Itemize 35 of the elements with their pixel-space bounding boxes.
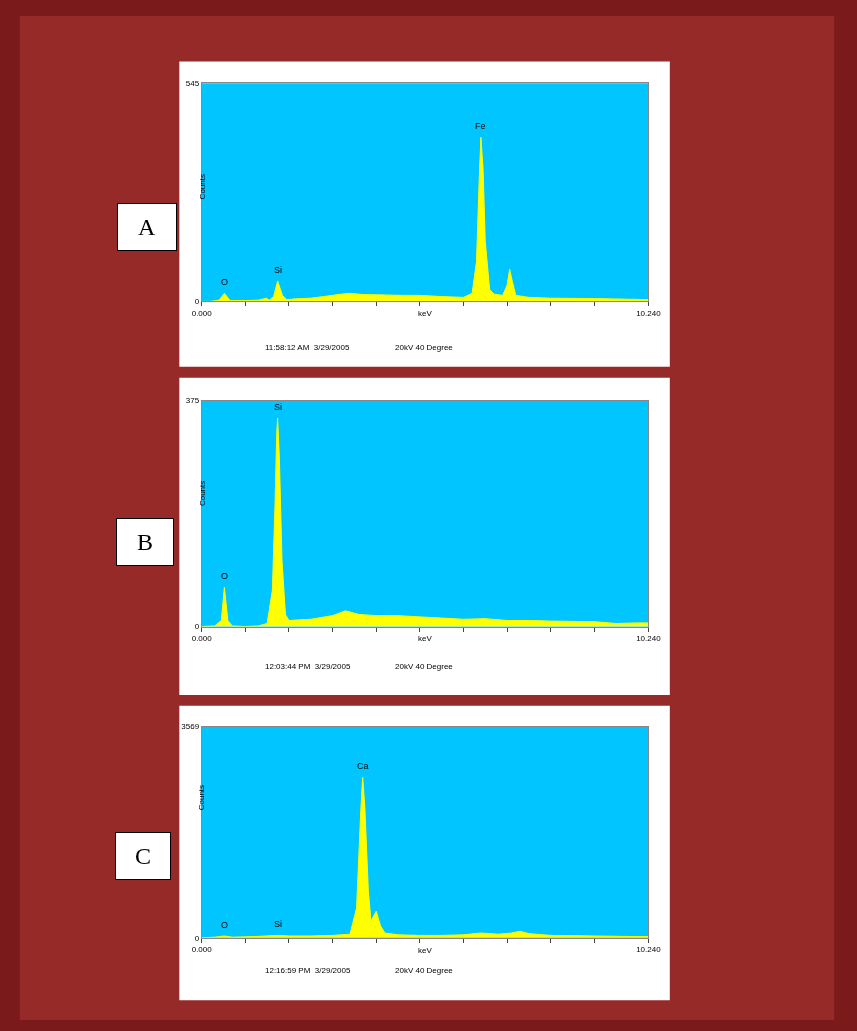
text: A bbox=[138, 214, 156, 240]
x-tick-label: 0.000 bbox=[191, 308, 213, 318]
x-axis-title: keV bbox=[418, 634, 433, 643]
y-tick-label: 375 bbox=[185, 396, 200, 406]
annotation: Ca bbox=[357, 761, 369, 771]
text: 20kV 40 Degree bbox=[395, 966, 454, 975]
x-tick-label: 10.240 bbox=[636, 634, 662, 644]
text: 11:58:12 AM 3/29/2005 bbox=[265, 343, 350, 352]
x-tick-label: 0.000 bbox=[191, 945, 213, 955]
text: 12:16:59 PM 3/29/2005 bbox=[265, 966, 351, 975]
annotation: O bbox=[221, 571, 229, 581]
annotation: O bbox=[221, 277, 229, 287]
y-tick-label: 0 bbox=[194, 933, 200, 943]
x-axis-title: keV bbox=[418, 309, 433, 318]
text: C bbox=[134, 843, 152, 869]
x-tick-label: 10.240 bbox=[636, 945, 662, 955]
y-tick-label: 0 bbox=[194, 297, 200, 307]
y-axis-title: Counts bbox=[198, 174, 208, 200]
y-tick-label: 545 bbox=[185, 79, 200, 89]
annotation: Si bbox=[274, 265, 283, 275]
y-tick-label: 3569 bbox=[181, 722, 200, 732]
text: B bbox=[136, 529, 154, 555]
text: 12:03:44 PM 3/29/2005 bbox=[265, 662, 351, 671]
y-tick-label: 0 bbox=[194, 622, 200, 632]
y-axis-title: Counts bbox=[197, 480, 207, 507]
y-axis-title: Counts bbox=[197, 784, 207, 811]
annotation: Si bbox=[274, 919, 283, 929]
annotation: O bbox=[221, 920, 229, 930]
x-axis-title: keV bbox=[418, 946, 433, 955]
x-tick-label: 10.240 bbox=[636, 308, 662, 318]
text: 20kV 40 Degree bbox=[395, 343, 454, 352]
text: 20kV 40 Degree bbox=[395, 662, 454, 671]
annotation: Fe bbox=[475, 121, 486, 131]
x-tick-label: 0.000 bbox=[191, 634, 213, 644]
annotation: Si bbox=[274, 402, 283, 412]
